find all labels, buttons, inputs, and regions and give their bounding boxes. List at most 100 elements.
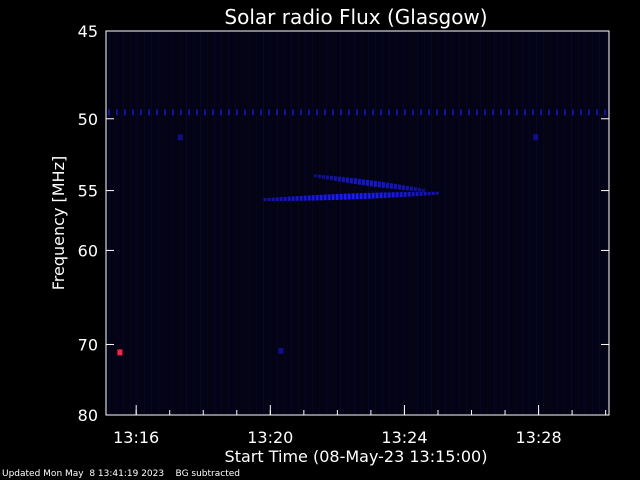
noise-stripe	[564, 32, 565, 414]
interference-mark	[268, 109, 270, 116]
burst-segment	[343, 193, 347, 200]
interference-mark	[468, 109, 470, 116]
interference-mark	[148, 109, 150, 116]
noise-stripe	[200, 32, 201, 414]
interference-mark	[340, 109, 342, 116]
interference-mark	[116, 109, 118, 116]
plot-frame	[105, 30, 610, 416]
noise-stripe	[249, 32, 250, 414]
x-tick-label: 13:24	[381, 428, 427, 447]
interference-mark	[588, 109, 590, 116]
interference-mark	[156, 109, 158, 116]
burst-segment	[287, 196, 291, 201]
interference-mark	[524, 109, 526, 116]
burst-segment	[307, 195, 311, 201]
burst-segment	[319, 194, 323, 201]
noise-stripe	[508, 32, 509, 414]
noise-stripe	[109, 32, 110, 414]
burst-segment	[409, 186, 413, 191]
y-axis: 45 50 55 60 70 80	[78, 22, 609, 425]
noise-stripe	[298, 32, 299, 414]
burst-segment	[313, 174, 317, 178]
interference-mark	[516, 109, 518, 116]
noise-stripe	[270, 32, 271, 414]
x-tick-label: 13:28	[516, 428, 562, 447]
x-axis: 13:16 13:20 13:24 13:28	[113, 405, 607, 447]
interference-mark	[460, 109, 462, 116]
burst-segment	[291, 196, 295, 201]
burst-segment	[299, 195, 303, 201]
interference-mark	[172, 109, 174, 116]
interference-mark	[364, 109, 366, 116]
burst-segment	[411, 191, 415, 197]
burst-segment	[435, 191, 439, 195]
noise-stripe	[319, 32, 320, 414]
interference-mark	[356, 109, 358, 116]
noise-stripe	[529, 32, 530, 414]
burst-segment	[327, 194, 331, 201]
noise-stripe	[375, 32, 376, 414]
noise-stripe	[585, 32, 586, 414]
burst-segment	[383, 192, 387, 198]
noise-stripe	[368, 32, 369, 414]
interference-mark	[436, 109, 438, 116]
noise-stripe	[284, 32, 285, 414]
x-axis-label: Start Time (08-May-23 13:15:00)	[225, 447, 488, 466]
noise-stripe	[172, 32, 173, 414]
noise-stripe	[137, 32, 138, 414]
noise-stripe	[235, 32, 236, 414]
interference-mark	[596, 109, 598, 116]
noise-stripe	[242, 32, 243, 414]
burst-segment	[339, 193, 343, 200]
noise-stripe	[403, 32, 404, 414]
noise-stripe	[340, 32, 341, 414]
burst-segment	[421, 188, 425, 192]
noise-stripe	[130, 32, 131, 414]
noise-stripe	[312, 32, 313, 414]
burst-segment	[415, 191, 419, 197]
interference-mark	[132, 109, 134, 116]
interference-mark	[508, 109, 510, 116]
y-tick-label: 45	[78, 22, 98, 41]
chart-title: Solar radio Flux (Glasgow)	[224, 5, 487, 29]
burst-segment	[365, 179, 369, 186]
noise-stripe	[326, 32, 327, 414]
interference-mark	[500, 109, 502, 116]
noise-stripe	[501, 32, 502, 414]
interference-mark	[220, 109, 222, 116]
burst-segment	[303, 195, 307, 201]
interference-mark	[300, 109, 302, 116]
noise-stripe	[207, 32, 208, 414]
burst-segment	[375, 192, 379, 199]
burst-segment	[311, 195, 315, 201]
noise-stripe	[599, 32, 600, 414]
burst-segment	[381, 182, 385, 188]
burst-segment	[331, 194, 335, 201]
burst-segment	[345, 177, 349, 183]
interference-mark	[404, 109, 406, 116]
signal-spot	[177, 134, 183, 141]
noise-stripe	[571, 32, 572, 414]
burst-segment	[337, 176, 341, 182]
burst-segment	[295, 196, 299, 201]
burst-segment	[373, 180, 377, 187]
noise-stripe	[606, 32, 607, 414]
burst-segment	[419, 191, 423, 196]
interference-mark	[540, 109, 542, 116]
noise-stripe	[578, 32, 579, 414]
noise-stripe	[256, 32, 257, 414]
burst-segment	[407, 192, 411, 197]
noise-stripe	[445, 32, 446, 414]
noise-stripe	[186, 32, 187, 414]
plot-area	[106, 31, 609, 415]
interference-mark	[324, 109, 326, 116]
burst-segment	[405, 185, 409, 191]
burst-segment	[391, 192, 395, 198]
noise-stripe	[410, 32, 411, 414]
burst-segment	[395, 192, 399, 198]
interference-mark	[252, 109, 254, 116]
interference-mark	[492, 109, 494, 116]
interference-mark	[388, 109, 390, 116]
interference-mark	[484, 109, 486, 116]
